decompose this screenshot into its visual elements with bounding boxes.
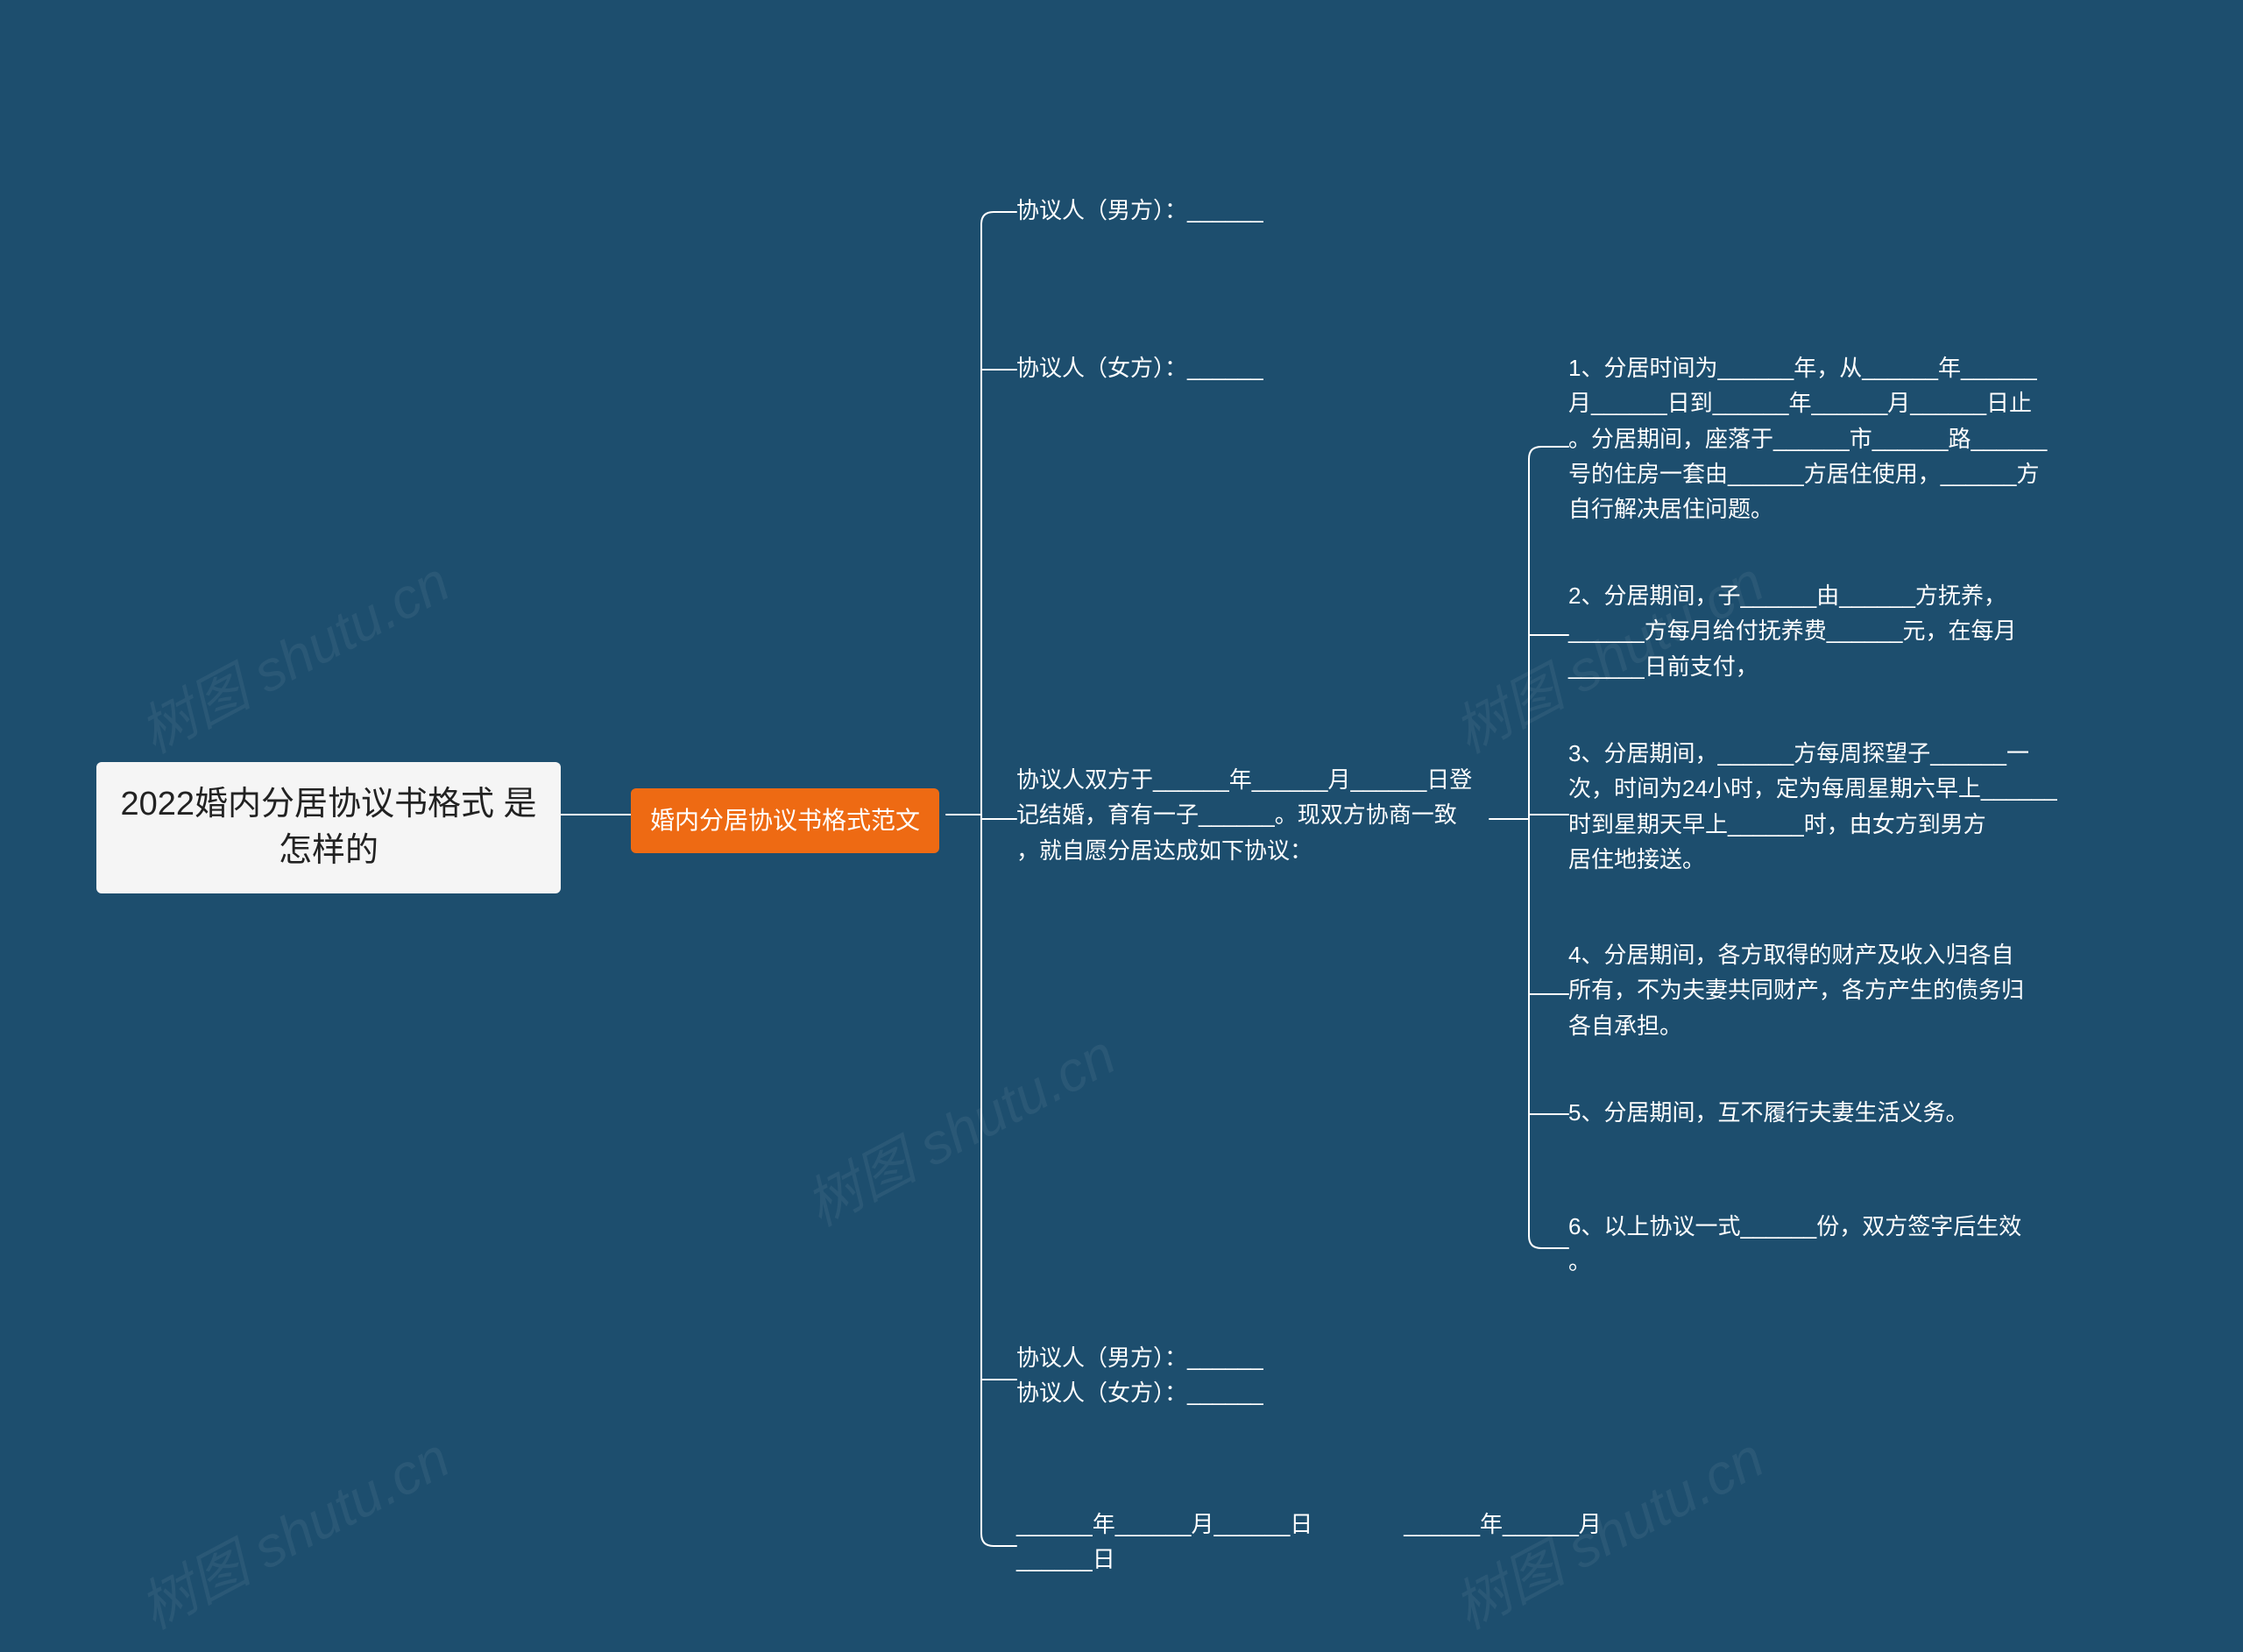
level3-node-1[interactable]: 2、分居期间，子______由______方抚养，______方每月给付抚养费_… xyxy=(1568,578,2059,684)
level2-node-2[interactable]: 协议人双方于______年______月______日登 记结婚，育有一子___… xyxy=(1016,762,1489,868)
level1-node[interactable]: 婚内分居协议书格式范文 xyxy=(631,788,939,853)
level3-node-5[interactable]: 6、以上协议一式______份，双方签字后生效 。 xyxy=(1568,1209,2059,1280)
level3-node-0[interactable]: 1、分居时间为______年，从______年______ 月______日到_… xyxy=(1568,350,2059,526)
level2-node-3[interactable]: 协议人（男方）：______ 协议人（女方）：______ xyxy=(1016,1340,1332,1411)
level3-node-4[interactable]: 5、分居期间，互不履行夫妻生活义务。 xyxy=(1568,1095,2059,1130)
watermark: 树图 shutu.cn xyxy=(124,538,462,768)
level3-node-2[interactable]: 3、分居期间，______方每周探望子______一次，时间为24小时，定为每周… xyxy=(1568,736,2059,877)
watermark: 树图 shutu.cn xyxy=(124,1414,462,1644)
level3-node-3[interactable]: 4、分居期间，各方取得的财产及收入归各自 所有，不为夫妻共同财产，各方产生的债务… xyxy=(1568,937,2059,1043)
level2-node-0[interactable]: 协议人（男方）：______ xyxy=(1016,193,1332,228)
level2-node-1[interactable]: 协议人（女方）：______ xyxy=(1016,350,1332,385)
root-node[interactable]: 2022婚内分居协议书格式 是怎样的 xyxy=(96,762,561,893)
watermark: 树图 shutu.cn xyxy=(789,1011,1128,1241)
level2-node-4[interactable]: ______年______月______日 ______年______月____… xyxy=(1016,1507,1647,1578)
